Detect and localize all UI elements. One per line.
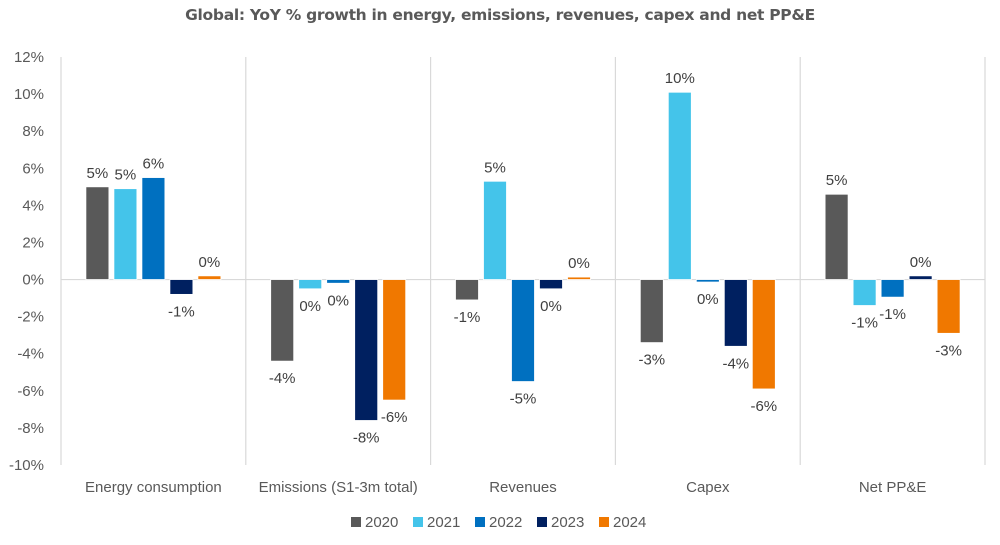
category-label: Emissions (S1-3m total) xyxy=(259,479,418,496)
category-labels: Energy consumption Emissions (S1-3m total… xyxy=(85,479,926,496)
data-label-2022: -1% xyxy=(879,306,906,323)
bar-2022 xyxy=(141,177,166,280)
y-tick-label: 6% xyxy=(22,160,44,177)
data-label-2021: 10% xyxy=(665,70,695,87)
category-label: Capex xyxy=(686,479,730,496)
legend-item-2023: 2023 xyxy=(537,514,584,531)
data-labels: 5% 5%6%-1%0%-4%0% 0%-8%-6%-1%5%-5%0%0%-3%1… xyxy=(87,70,962,446)
data-label-2020: -4% xyxy=(269,370,296,387)
y-tick-label: -10% xyxy=(9,457,44,474)
legend-item-2024: 2024 xyxy=(599,514,646,531)
data-label-2021: 0% xyxy=(299,298,321,315)
legend-item-2021: 2021 xyxy=(413,514,460,531)
legend-label: 2020 xyxy=(365,514,398,531)
legend-swatch xyxy=(475,517,485,527)
bar-2021 xyxy=(667,91,692,280)
legend-swatch xyxy=(599,517,609,527)
bar-2022 xyxy=(326,279,351,284)
legend-label: 2024 xyxy=(613,514,646,531)
legend-label: 2021 xyxy=(427,514,460,531)
legend-swatch xyxy=(413,517,423,527)
y-tick-label: -8% xyxy=(17,420,44,437)
data-label-2023: -4% xyxy=(722,355,749,372)
bar-2020 xyxy=(455,279,479,301)
bar-2023 xyxy=(908,275,933,280)
y-tick-label: -6% xyxy=(17,383,44,400)
bars xyxy=(85,91,961,421)
data-label-2023: -1% xyxy=(168,303,195,320)
legend-item-2022: 2022 xyxy=(475,514,522,531)
category-label: Energy consumption xyxy=(85,479,222,496)
bar-2020 xyxy=(824,193,849,280)
bar-2023 xyxy=(723,279,748,347)
bar-2022 xyxy=(695,279,720,283)
y-tick-label: 12% xyxy=(14,49,44,66)
data-label-2022: 0% xyxy=(327,292,349,309)
data-label-2020: -1% xyxy=(454,309,481,326)
y-tick-label: 8% xyxy=(22,123,44,140)
data-label-2023: 0% xyxy=(910,254,932,271)
legend-swatch xyxy=(537,517,547,527)
legend-swatch xyxy=(351,517,361,527)
data-label-2021: 5% xyxy=(484,159,506,176)
bar-2021 xyxy=(483,180,507,280)
data-label-2024: -6% xyxy=(381,409,408,426)
y-tick-label: 0% xyxy=(22,272,44,289)
y-tick-label: 4% xyxy=(22,197,44,214)
bar-2021 xyxy=(298,279,323,290)
bar-2022 xyxy=(511,279,535,382)
bar-2024 xyxy=(936,279,961,334)
y-tick-label: 2% xyxy=(22,234,44,251)
legend: 2020 2021 2022 2023 2024 xyxy=(351,514,646,531)
data-label-2024: -3% xyxy=(935,342,962,359)
y-tick-label: 10% xyxy=(14,86,44,103)
data-label-2023: -8% xyxy=(353,429,380,446)
legend-item-2020: 2020 xyxy=(351,514,398,531)
category-label: Net PP&E xyxy=(859,479,927,496)
data-label-2020: -3% xyxy=(638,352,665,369)
bar-2023 xyxy=(354,279,379,421)
bar-2023 xyxy=(169,279,194,295)
bar-2024 xyxy=(567,276,591,280)
bar-2021 xyxy=(852,279,877,306)
data-label-2022: 6% xyxy=(143,156,165,173)
bar-2023 xyxy=(539,279,563,290)
chart-title: Global: YoY % growth in energy, emission… xyxy=(185,6,815,24)
bar-2022 xyxy=(880,279,905,298)
data-label-2024: -6% xyxy=(750,398,777,415)
bar-2020 xyxy=(639,279,664,343)
data-label-2022: 0% xyxy=(697,291,719,308)
bar-2024 xyxy=(197,275,222,280)
y-tick-label: -4% xyxy=(17,346,44,363)
data-label-2021: 5% xyxy=(115,167,137,184)
bar-2020 xyxy=(270,279,295,362)
data-label-2022: -5% xyxy=(510,391,537,408)
legend-label: 2023 xyxy=(551,514,584,531)
data-label-2023: 0% xyxy=(540,298,562,315)
category-separators xyxy=(60,57,986,465)
data-label-2020: 5% xyxy=(87,165,109,182)
data-label-2021: -1% xyxy=(851,315,878,332)
data-label-2024: 0% xyxy=(199,254,221,271)
y-axis-ticks: 12% 10% 8% 6% 4% 2% 0% -2% -4% -6% -8% -10% xyxy=(9,49,44,474)
bar-2024 xyxy=(382,279,407,401)
data-label-2024: 0% xyxy=(568,255,590,272)
category-label: Revenues xyxy=(489,479,557,496)
bar-2021 xyxy=(113,188,138,280)
bar-2024 xyxy=(751,279,776,390)
bar-2020 xyxy=(85,186,110,280)
y-tick-label: -2% xyxy=(17,309,44,326)
legend-label: 2022 xyxy=(489,514,522,531)
data-label-2020: 5% xyxy=(826,172,848,189)
